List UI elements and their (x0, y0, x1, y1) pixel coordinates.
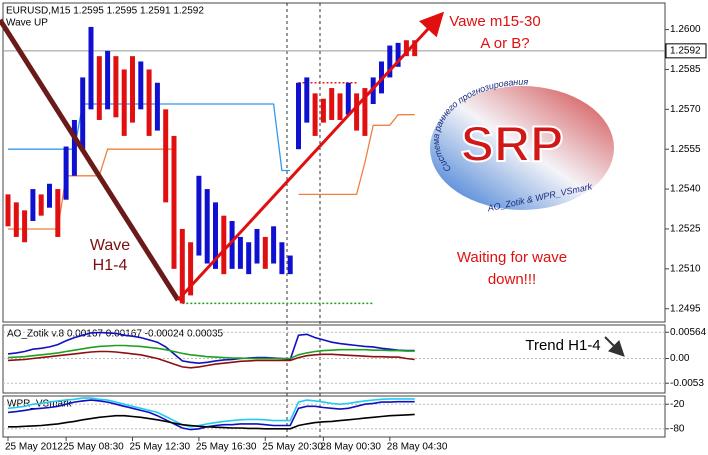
annotation: Trend H1-4 (525, 337, 600, 354)
y-tick-label: 1.2600 (670, 24, 701, 35)
annotation: H1-4 (93, 257, 128, 274)
price-bar (329, 88, 335, 120)
y-tick-label: 1.2525 (670, 224, 701, 235)
trend-line-down (0, 18, 181, 302)
price-bar (55, 189, 61, 237)
y-tick-label: -0.0053 (670, 378, 704, 389)
price-bar (71, 119, 77, 176)
price-bar (196, 175, 202, 256)
price-bar (237, 236, 243, 269)
price-bar (395, 42, 401, 67)
line (7, 344, 415, 360)
price-bar (304, 77, 310, 123)
price-bar (370, 77, 376, 105)
price-bar (320, 98, 326, 123)
trend-arrow-up (176, 11, 445, 302)
logo-ellipse (430, 86, 614, 210)
price-bar (188, 242, 194, 296)
price-bar (246, 242, 252, 275)
x-tick-label: 25 May 16:30 (196, 442, 257, 453)
y-tick-label: 0.00564 (670, 327, 707, 338)
price-bar (354, 93, 360, 131)
annotation: down!!! (488, 271, 536, 288)
price-bar (105, 50, 111, 110)
price-bar (403, 40, 409, 57)
price-bar (287, 255, 293, 275)
price-bar (5, 194, 11, 227)
annotation: Wave (90, 237, 130, 254)
last-price-box (665, 43, 707, 59)
y-tick-label: -20 (670, 399, 685, 410)
price-bar (179, 228, 185, 304)
y-tick-label: 1.2585 (670, 64, 701, 75)
x-tick-label: 25 May 20:30 (262, 442, 323, 453)
price-bar (271, 226, 277, 264)
line (7, 399, 415, 431)
annotation: A or B? (480, 35, 529, 52)
price-bar (279, 242, 285, 275)
trend-arrow (604, 336, 625, 357)
price-bar (387, 45, 393, 78)
y-tick-label: 1.2495 (670, 303, 701, 314)
price-bar (412, 40, 418, 57)
price-bar (80, 77, 86, 150)
price-bar (345, 82, 351, 115)
x-tick-label: 25 May 2012 (5, 442, 63, 453)
price-bar (121, 69, 127, 136)
price-bar (337, 93, 343, 120)
ao-panel (2, 324, 666, 394)
price-bar (254, 228, 260, 264)
price-bar (47, 183, 52, 208)
x-tick-label: 25 May 12:30 (130, 442, 191, 453)
price-bar (154, 82, 160, 131)
x-tick-label: 28 May 00:30 (320, 442, 381, 453)
line (8, 114, 415, 230)
price-bar (113, 56, 119, 118)
price-bar (213, 202, 218, 269)
y-tick-label: -80 (670, 423, 685, 434)
price-bar (146, 69, 152, 136)
price-bar (171, 135, 177, 269)
price-bar (63, 146, 69, 200)
price-bar (138, 61, 144, 110)
price-bar (362, 88, 368, 136)
line (8, 413, 415, 430)
line (7, 397, 415, 428)
logo: Система раннего прогнозирования SRP AO_Z… (430, 77, 614, 214)
last-price-label: 1.2592 (670, 45, 701, 56)
price-bar (229, 220, 235, 269)
price-bar (204, 189, 210, 264)
price-bar (38, 194, 44, 216)
y-tick-label: 1.2570 (670, 104, 701, 115)
logo-name: SRP (461, 116, 564, 172)
price-bar (130, 56, 135, 123)
main-subtitle: Wave UP (6, 18, 48, 29)
line (7, 331, 415, 365)
price-bar (163, 109, 169, 203)
price-bar (13, 202, 19, 237)
line (7, 350, 415, 369)
x-tick-label: 28 May 04:30 (387, 442, 448, 453)
main-title: EURUSD,M15 1.2595 1.2595 1.2591 1.2592 (6, 6, 204, 17)
price-bar (88, 26, 94, 110)
price-bar (96, 56, 102, 120)
price-bar (312, 93, 318, 136)
price-bar (221, 215, 227, 275)
price-bar (30, 189, 36, 221)
annotation: Vawe m15-30 (449, 13, 540, 30)
y-tick-label: 1.2510 (670, 263, 701, 274)
price-bar (262, 236, 268, 269)
price-bar (296, 82, 301, 150)
y-tick-label: 0.00 (670, 353, 690, 364)
x-tick-label: 25 May 08:30 (63, 442, 124, 453)
y-tick-label: 1.2555 (670, 144, 701, 155)
annotation: Waiting for wave (457, 249, 567, 266)
y-tick-label: 1.2540 (670, 184, 701, 195)
price-bar (22, 210, 28, 243)
